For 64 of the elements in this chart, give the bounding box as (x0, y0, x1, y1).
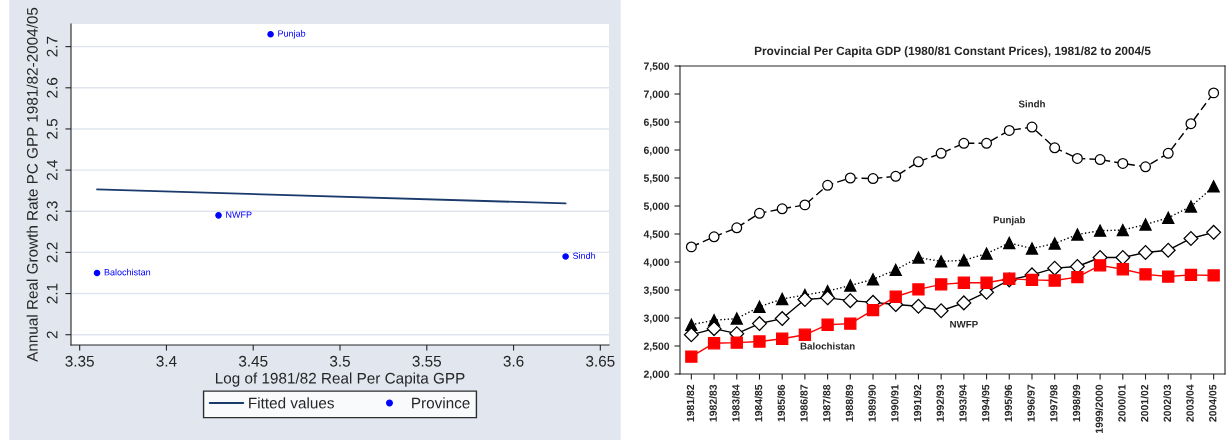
x-tick-label: 1981/82 (686, 384, 695, 422)
y-tick-label: 5,500 (643, 174, 670, 184)
x-tick-label: 3.6 (503, 355, 524, 367)
x-tick-label: 1985/86 (777, 384, 786, 422)
x-tick-label: 2003/04 (1186, 384, 1194, 422)
y-tick-label: 6,000 (643, 146, 670, 156)
annotation: Punjab (993, 216, 1026, 226)
annotation: Sindh (572, 252, 596, 259)
x-axis-title: Log of 1981/82 Real Per Capita GPP (215, 372, 465, 387)
annotation: Sindh (1018, 100, 1045, 108)
y-tick-label: 7,000 (643, 90, 670, 100)
x-tick-label: 1997/98 (1049, 384, 1058, 422)
y-tick-label: 3,500 (643, 286, 670, 296)
x-tick-label: 1999/2000 (1095, 384, 1104, 433)
x-tick-label: 2000/01 (1117, 384, 1126, 422)
x-tick-label: 1986/87 (800, 384, 808, 422)
x-tick-label: 3.4 (156, 355, 177, 367)
x-tick-label: 1988/89 (845, 384, 854, 422)
x-tick-label: 3.5 (329, 355, 350, 367)
y-tick-label: 2.1 (46, 283, 58, 304)
x-tick-label: 1983/84 (731, 384, 740, 422)
annotation: NWFP (226, 211, 252, 218)
x-tick-label: 1987/88 (822, 384, 831, 422)
annotation: NWFP (950, 320, 978, 328)
annotation: Balochistan (800, 342, 855, 350)
y-tick-label: 6,500 (643, 118, 670, 128)
y-axis-title: Annual Real Growth Rate PC GPP 1981/82-2004/05 (26, 7, 38, 362)
y-tick-label: 4,500 (643, 230, 670, 240)
y-tick-label: 2.6 (46, 77, 58, 98)
y-tick-label: 3,000 (643, 314, 670, 324)
x-tick-label: 3.35 (65, 355, 94, 367)
x-tick-label: 1998/99 (1072, 384, 1081, 422)
y-tick-label: 2.3 (46, 201, 58, 222)
y-tick-label: 2,000 (643, 370, 670, 380)
annotation: Punjab (278, 30, 306, 39)
legend-label: Fitted values (249, 397, 334, 409)
y-tick-label: 2.2 (46, 242, 58, 263)
y-tick-label: 2.5 (46, 118, 58, 139)
x-tick-label: 1992/93 (936, 384, 945, 422)
annotation: Balochistan (104, 268, 151, 276)
x-tick-label: 1994/95 (981, 384, 990, 422)
x-tick-label: 2002/03 (1163, 384, 1172, 422)
x-tick-label: 2004/05 (1208, 384, 1217, 422)
chart-title: Provincial Per Capita GDP (1980/81 Constant Prices), 1981/82 to 2004/5 (754, 46, 1151, 58)
y-tick-label: 4,000 (643, 258, 670, 268)
x-tick-label: 1982/83 (709, 384, 717, 422)
x-tick-label: 2001/02 (1140, 384, 1149, 422)
y-tick-label: 2 (46, 331, 58, 339)
x-tick-label: 3.45 (238, 355, 268, 367)
x-tick-label: 1989/90 (868, 384, 876, 422)
x-tick-label: 1995/96 (1004, 384, 1013, 422)
x-tick-label: 1993/94 (959, 384, 967, 422)
legend-label: Province (412, 397, 470, 409)
y-tick-label: 2.7 (46, 36, 58, 57)
x-tick-label: 3.55 (412, 355, 441, 367)
y-tick-label: 5,000 (643, 202, 670, 212)
x-tick-label: 1984/85 (754, 384, 763, 422)
x-tick-label: 3.65 (586, 355, 615, 367)
y-tick-label: 2.4 (46, 159, 58, 180)
y-tick-label: 2,500 (643, 342, 670, 352)
y-tick-label: 7,500 (643, 62, 670, 72)
x-tick-label: 1990/91 (890, 384, 899, 422)
x-tick-label: 1996/97 (1027, 384, 1035, 422)
x-tick-label: 1991/92 (913, 384, 922, 422)
